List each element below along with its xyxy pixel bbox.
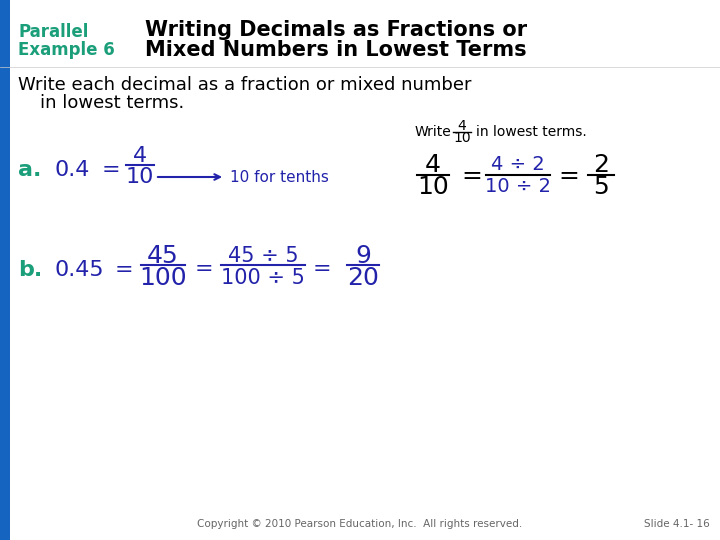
Text: 45 ÷ 5: 45 ÷ 5 — [228, 246, 298, 266]
Text: 10 for tenths: 10 for tenths — [230, 170, 329, 185]
Text: in lowest terms.: in lowest terms. — [40, 94, 184, 112]
Text: 2: 2 — [593, 153, 609, 177]
Text: 0.4: 0.4 — [55, 160, 91, 180]
Text: Example 6: Example 6 — [18, 41, 114, 59]
Text: a.: a. — [18, 160, 41, 180]
Text: 10: 10 — [126, 167, 154, 187]
Text: =: = — [313, 259, 332, 279]
Text: Mixed Numbers in Lowest Terms: Mixed Numbers in Lowest Terms — [145, 40, 526, 60]
Text: 10 ÷ 2: 10 ÷ 2 — [485, 178, 551, 197]
Text: Copyright © 2010 Pearson Education, Inc.  All rights reserved.: Copyright © 2010 Pearson Education, Inc.… — [197, 519, 523, 529]
Text: 100 ÷ 5: 100 ÷ 5 — [221, 268, 305, 288]
Text: =: = — [115, 260, 134, 280]
Text: Write each decimal as a fraction or mixed number: Write each decimal as a fraction or mixe… — [18, 76, 472, 94]
Text: Write: Write — [415, 125, 451, 139]
Text: Slide 4.1- 16: Slide 4.1- 16 — [644, 519, 710, 529]
Text: 4: 4 — [425, 153, 441, 177]
Bar — [0, 0, 10, 540]
Text: in lowest terms.: in lowest terms. — [476, 125, 587, 139]
Text: 4: 4 — [133, 146, 147, 166]
Text: 45: 45 — [147, 244, 179, 268]
Text: Writing Decimals as Fractions or: Writing Decimals as Fractions or — [145, 20, 527, 40]
Text: 9: 9 — [355, 244, 371, 268]
Text: 5: 5 — [593, 175, 609, 199]
Text: Parallel: Parallel — [18, 23, 89, 41]
Text: =: = — [461, 164, 482, 188]
Text: 4 ÷ 2: 4 ÷ 2 — [491, 156, 545, 174]
Text: =: = — [195, 259, 214, 279]
Text: 20: 20 — [347, 266, 379, 290]
Text: b.: b. — [18, 260, 42, 280]
Text: 10: 10 — [453, 131, 471, 145]
Text: 100: 100 — [139, 266, 186, 290]
Text: =: = — [102, 160, 121, 180]
Text: 0.45: 0.45 — [55, 260, 104, 280]
Text: 4: 4 — [458, 119, 467, 133]
Text: 10: 10 — [417, 175, 449, 199]
Text: =: = — [558, 164, 579, 188]
